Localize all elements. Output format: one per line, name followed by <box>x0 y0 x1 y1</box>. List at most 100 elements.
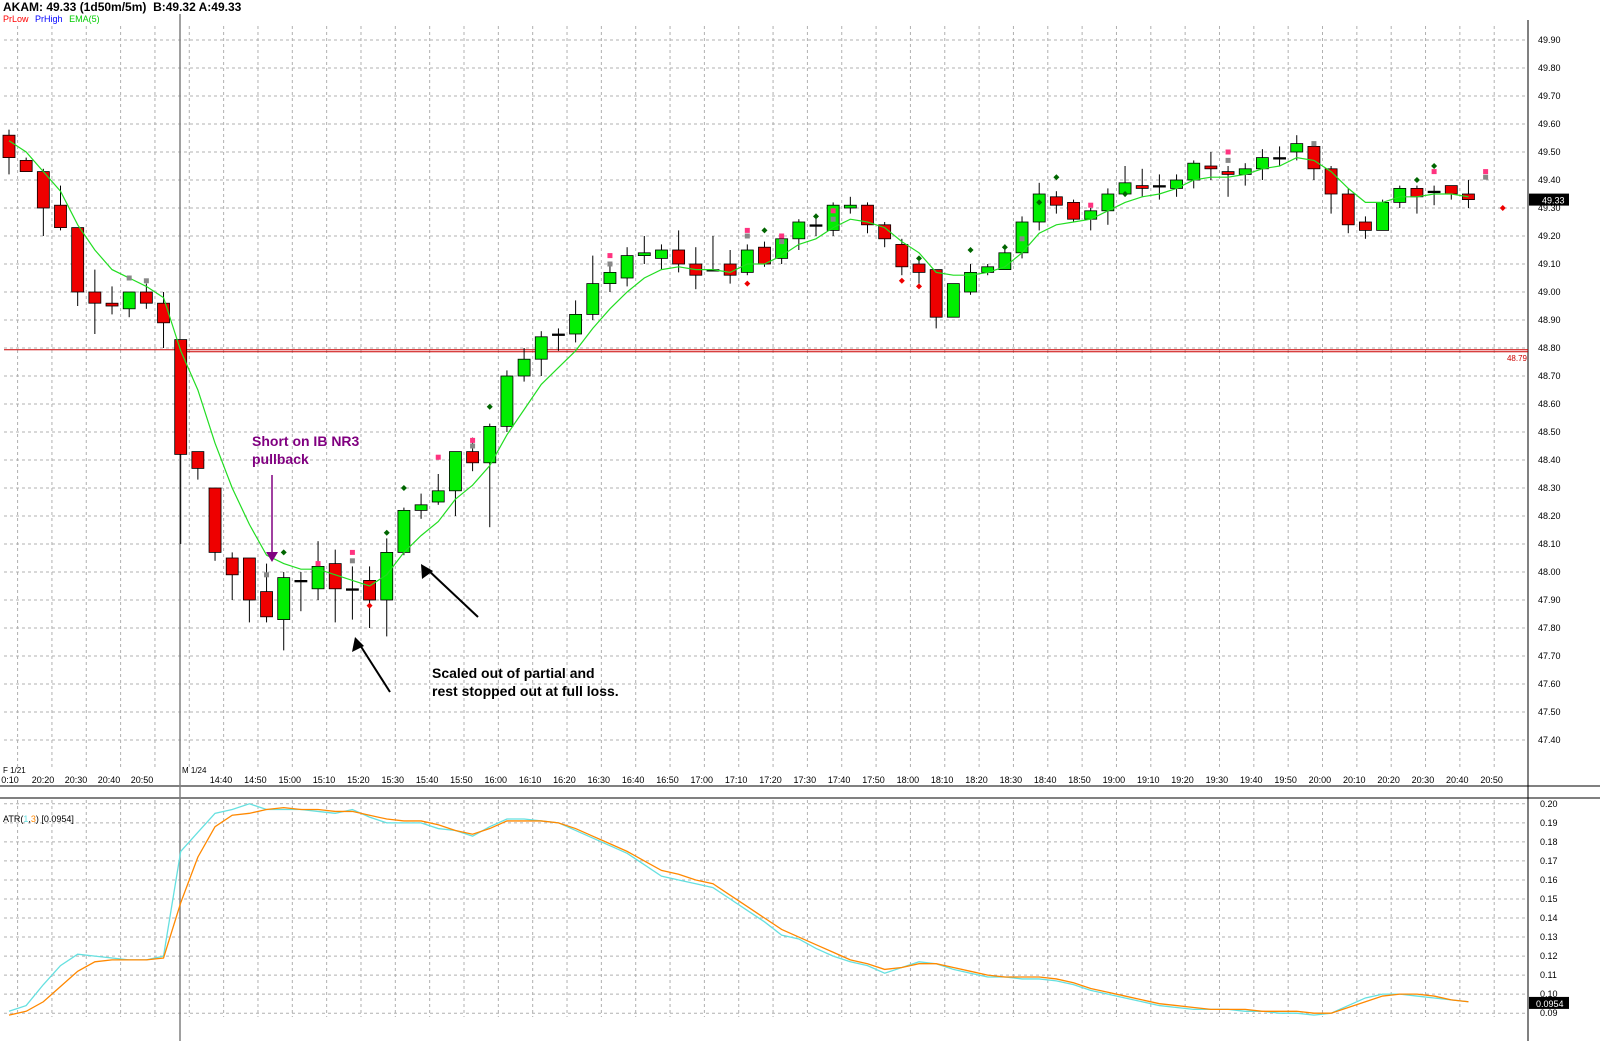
time-axis-label: 15:40 <box>416 775 439 785</box>
atr-axis-label: 0.16 <box>1540 875 1558 885</box>
entry-annotation: Short on IB NR3 pullback <box>252 432 359 468</box>
time-axis-label: 19:00 <box>1103 775 1126 785</box>
candle-body <box>1427 190 1441 194</box>
gray-square-marker <box>126 275 132 281</box>
red-diamond-marker <box>898 277 905 284</box>
gray-square-marker <box>143 278 149 284</box>
candle-body <box>964 271 977 293</box>
price-axis-label: 48.60 <box>1538 399 1561 409</box>
candle-body <box>929 269 943 318</box>
candle-body <box>792 221 806 240</box>
red-diamond-marker <box>366 602 373 609</box>
candle-body <box>569 313 583 335</box>
price-axis-label: 47.90 <box>1538 595 1561 605</box>
gray-square-marker <box>744 233 750 239</box>
candle-body <box>1152 185 1166 188</box>
gray-square-marker <box>1483 174 1489 180</box>
symbol-line: AKAM: 49.33 (1d50m/5m) <box>3 0 147 14</box>
price-axis-label: 49.60 <box>1538 119 1561 129</box>
time-axis-label: 19:10 <box>1137 775 1160 785</box>
entry-arrow-head <box>266 552 278 562</box>
candle-body <box>1324 168 1338 195</box>
candle-body <box>517 358 531 377</box>
session-label-monday: M 1/24 <box>182 766 207 775</box>
price-axis-label: 48.70 <box>1538 371 1561 381</box>
time-axis-label: 20:50 <box>1480 775 1503 785</box>
green-diamond-marker <box>1036 199 1043 206</box>
time-axis-label: 16:20 <box>553 775 576 785</box>
last-price-box <box>1529 193 1569 206</box>
time-axis-label: 18:00 <box>897 775 920 785</box>
price-axis-label: 48.10 <box>1538 539 1561 549</box>
atr-axis-label: 0.19 <box>1540 818 1558 828</box>
green-diamond-marker <box>812 213 819 220</box>
candle-body <box>294 580 308 583</box>
atr-value-label: [0.0954] <box>41 814 74 824</box>
red-diamond-marker <box>1499 205 1506 211</box>
candle-body <box>397 509 411 553</box>
green-diamond-marker <box>383 529 390 536</box>
atr-slow-line <box>8 806 1469 1016</box>
pink-square-marker <box>779 233 785 239</box>
price-axis-label: 47.40 <box>1538 735 1561 745</box>
candle-body <box>878 224 892 240</box>
time-axis-label: 19:20 <box>1171 775 1194 785</box>
atr-axis-label: 0.12 <box>1540 951 1558 961</box>
candle-body <box>1307 145 1321 170</box>
gray-square-marker <box>1019 236 1025 242</box>
price-axis-label: 47.60 <box>1538 679 1561 689</box>
pink-square-marker <box>349 549 355 555</box>
level-label: 48.79 <box>1507 354 1528 363</box>
candle-body <box>740 249 754 273</box>
green-diamond-marker <box>761 227 768 234</box>
price-axis-label: 49.80 <box>1538 63 1561 73</box>
time-axis-label: 15:00 <box>278 775 301 785</box>
time-axis-label: 16:10 <box>519 775 542 785</box>
exit-arrow-2-shaft <box>427 569 479 618</box>
exit-annotation: Scaled out of partial and rest stopped o… <box>432 664 619 700</box>
gray-square-marker <box>607 261 613 267</box>
candle-body <box>483 425 497 464</box>
time-axis-label: 18:10 <box>931 775 954 785</box>
time-axis-label: 17:30 <box>794 775 817 785</box>
candle-body <box>500 375 514 427</box>
time-axis-label: 19:50 <box>1274 775 1297 785</box>
candle-body <box>1187 162 1201 181</box>
candle-body <box>1341 193 1355 226</box>
candle-body <box>431 490 445 503</box>
atr-axis-label: 0.20 <box>1540 799 1558 809</box>
candle-body <box>260 591 273 618</box>
candle-body <box>1290 143 1304 153</box>
candle-body <box>946 283 960 318</box>
candle-body <box>466 451 479 464</box>
green-diamond-marker <box>1413 177 1420 183</box>
atr-title: ATR <box>3 814 21 824</box>
price-axis-label: 49.00 <box>1538 287 1561 297</box>
session-label-friday: F 1/21 <box>3 766 26 775</box>
pink-square-marker <box>470 437 476 443</box>
green-diamond-marker <box>486 403 493 410</box>
time-axis-label: 16:50 <box>656 775 679 785</box>
candle-body <box>1049 196 1063 206</box>
candle-body <box>345 588 359 591</box>
price-axis-label: 49.50 <box>1538 147 1561 157</box>
atr-axis-label: 0.10 <box>1540 989 1558 999</box>
pink-square-marker <box>1483 169 1489 175</box>
atr-axis-label: 0.11 <box>1540 970 1557 980</box>
price-axis-label: 48.90 <box>1538 315 1561 325</box>
candle-body <box>1393 187 1407 203</box>
time-axis-label: 0:10 <box>1 775 19 785</box>
red-diamond-marker <box>916 283 923 290</box>
legend-ema: EMA(5) <box>69 14 100 24</box>
time-axis-label: 20:00 <box>1309 775 1332 785</box>
candle-body <box>672 249 686 265</box>
candle-body <box>157 302 170 324</box>
pink-square-marker <box>1431 169 1437 175</box>
candle-body <box>225 557 239 576</box>
price-axis-label: 48.00 <box>1538 567 1561 577</box>
gray-square-marker <box>470 443 476 449</box>
price-axis-label: 48.80 <box>1538 343 1561 353</box>
legend-prhigh: PrHigh <box>35 14 63 24</box>
